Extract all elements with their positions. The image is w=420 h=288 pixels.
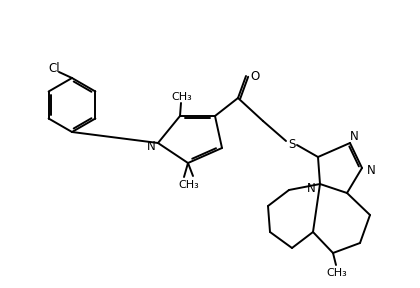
Text: N: N xyxy=(147,139,155,153)
Text: N: N xyxy=(367,164,375,177)
Text: S: S xyxy=(288,139,296,151)
Text: Cl: Cl xyxy=(48,62,60,75)
Text: N: N xyxy=(349,130,358,143)
Text: CH₃: CH₃ xyxy=(327,268,347,278)
Text: N: N xyxy=(307,181,315,194)
Text: CH₃: CH₃ xyxy=(178,180,200,190)
Text: CH₃: CH₃ xyxy=(172,92,192,102)
Text: O: O xyxy=(250,71,260,84)
